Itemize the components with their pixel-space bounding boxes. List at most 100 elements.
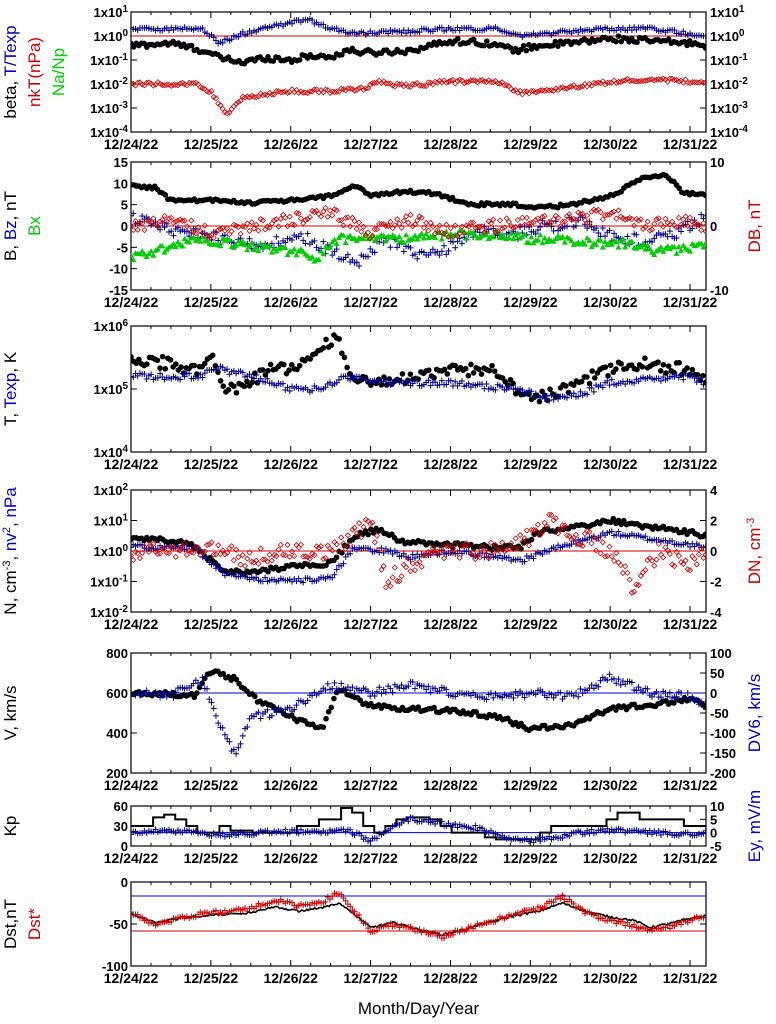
data-point [394, 549, 401, 556]
data-point [486, 367, 493, 374]
y-axis-label: T, Texp, K [1, 351, 20, 426]
data-point [521, 558, 528, 565]
data-point [275, 223, 282, 230]
y-tick-label: 600 [106, 686, 128, 701]
data-point [172, 830, 179, 837]
data-point [539, 213, 546, 220]
data-point [608, 209, 615, 216]
data-point [604, 825, 611, 832]
data-point [400, 239, 407, 246]
data-point [297, 215, 305, 222]
y-tick-label: 30 [114, 819, 128, 834]
y-tick-label: 1x104 [94, 444, 129, 461]
data-point [195, 544, 202, 551]
data-point [664, 693, 671, 700]
data-point [695, 375, 702, 382]
data-point [318, 213, 325, 220]
data-point [139, 220, 146, 227]
data-point [259, 92, 266, 99]
data-point [174, 82, 182, 89]
data-point [572, 222, 579, 229]
data-point [427, 689, 434, 696]
data-point [700, 554, 706, 561]
data-point [447, 225, 454, 232]
data-point [510, 224, 517, 231]
data-point [431, 375, 437, 381]
x-tick-label: 12/30/22 [583, 456, 638, 472]
data-point [434, 248, 441, 255]
data-point [490, 79, 497, 86]
data-point [387, 583, 394, 590]
data-point [438, 24, 445, 31]
data-point [494, 547, 501, 554]
data-point [318, 543, 325, 550]
data-point [648, 226, 656, 233]
data-point [324, 542, 331, 549]
data-point [653, 76, 660, 83]
data-point [418, 230, 425, 236]
data-point [262, 91, 269, 98]
data-point [606, 382, 613, 389]
data-point [358, 832, 365, 839]
data-point [666, 550, 673, 557]
plot-frame [130, 11, 707, 133]
data-point [601, 553, 609, 560]
data-point [387, 244, 394, 251]
data-point [633, 231, 640, 238]
data-point [369, 80, 376, 87]
data-point [615, 207, 622, 214]
data-point [606, 227, 613, 234]
data-point [602, 233, 609, 240]
data-point [523, 214, 530, 221]
data-point [429, 246, 436, 253]
data-point [235, 99, 242, 106]
data-point [563, 213, 571, 220]
data-point [557, 84, 564, 92]
data-point [268, 249, 275, 255]
data-point [206, 696, 213, 703]
data-point [565, 389, 572, 396]
data-point [143, 253, 150, 259]
data-point [653, 216, 660, 223]
data-point [206, 232, 213, 239]
data-point [131, 552, 135, 559]
data-point [575, 393, 582, 400]
data-point [642, 246, 649, 252]
data-point [474, 79, 481, 86]
data-point [267, 361, 274, 368]
y-tick-label: 1x10-2 [90, 76, 128, 93]
data-point [537, 231, 544, 238]
x-tick-label: 12/28/22 [423, 456, 478, 472]
data-point [181, 373, 188, 380]
data-point [148, 219, 155, 226]
data-point [235, 554, 242, 561]
y-tick-label: 1x105 [94, 381, 129, 398]
data-point [613, 680, 620, 687]
data-point [340, 232, 347, 238]
data-point [131, 252, 134, 258]
data-point [470, 370, 477, 376]
data-point [635, 582, 642, 589]
data-point [335, 376, 342, 383]
data-point [606, 79, 613, 86]
data-point [561, 522, 568, 529]
data-point [244, 723, 251, 730]
data-point [323, 715, 329, 722]
data-point [362, 920, 369, 927]
data-point [426, 367, 432, 373]
data-point [284, 89, 291, 97]
data-point [293, 251, 300, 258]
data-point [579, 690, 586, 697]
data-point [662, 215, 669, 222]
data-point [642, 355, 648, 361]
data-point [336, 336, 342, 342]
data-point [644, 685, 651, 692]
data-point [179, 217, 186, 224]
data-point [219, 830, 226, 837]
data-point [485, 555, 492, 562]
data-point [186, 370, 193, 377]
data-point [470, 549, 477, 556]
data-point [530, 839, 537, 846]
data-point [264, 92, 271, 99]
data-point [532, 907, 539, 914]
